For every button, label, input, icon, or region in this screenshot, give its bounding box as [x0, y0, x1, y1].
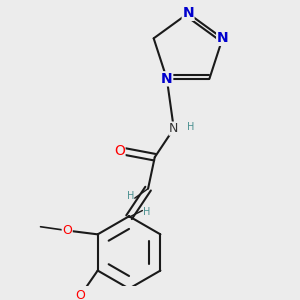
Text: N: N: [217, 32, 228, 45]
Text: H: H: [142, 207, 150, 218]
Text: N: N: [169, 122, 178, 135]
Text: O: O: [114, 143, 125, 158]
Text: O: O: [62, 224, 72, 237]
Text: N: N: [161, 72, 172, 86]
Text: O: O: [76, 289, 85, 300]
Text: H: H: [127, 191, 135, 201]
Text: H: H: [187, 122, 194, 132]
Text: N: N: [182, 6, 194, 20]
